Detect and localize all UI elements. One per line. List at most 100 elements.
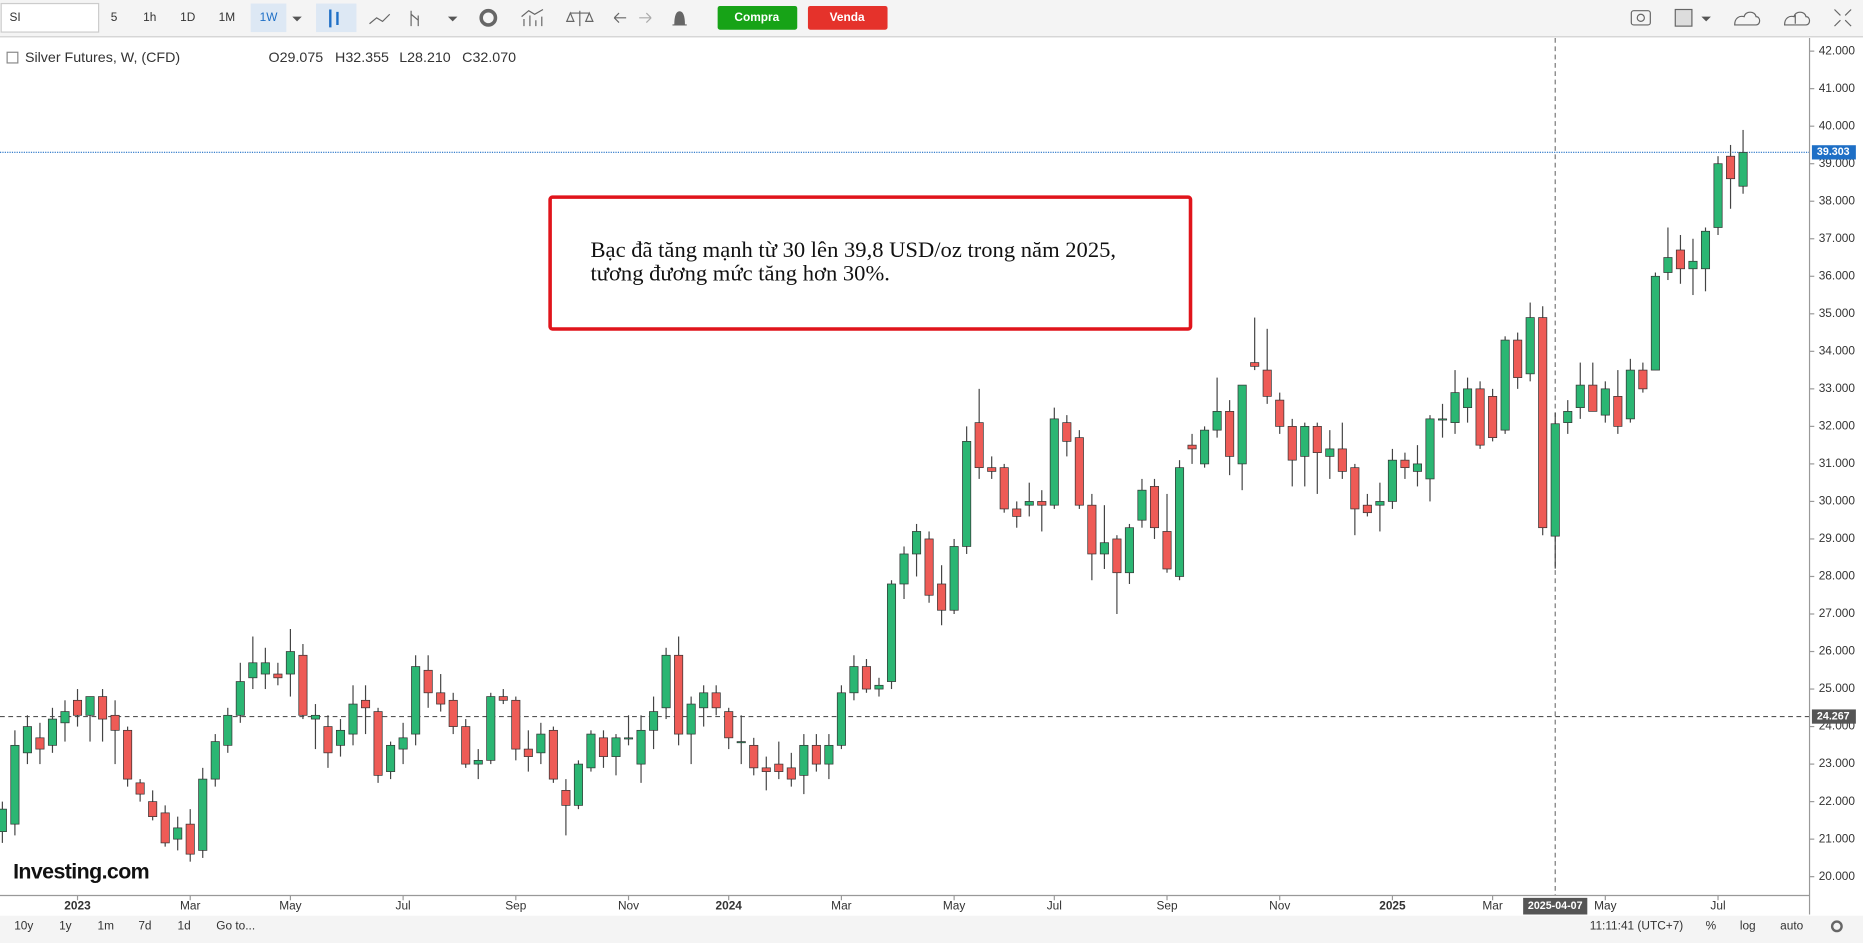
candle-body [974,422,984,469]
candle-body [398,737,408,750]
goto-button[interactable]: Go to... [216,919,255,933]
log-button[interactable]: log [1740,919,1756,933]
candle-body [148,801,158,817]
interval-button[interactable]: 1D [180,10,195,24]
candle-body [423,669,433,694]
range-button[interactable]: 1m [98,919,115,933]
studies-icon[interactable] [521,8,544,27]
fullscreen-icon[interactable] [1834,9,1852,27]
y-tick-label: 20.000 [1819,869,1856,883]
cloud-save-icon[interactable] [1783,11,1811,26]
settings-icon[interactable] [1830,920,1843,933]
candle-body [235,681,245,716]
candle-body [774,763,784,772]
candle-body [573,763,583,806]
candle-body [1463,388,1473,408]
candle-body [361,699,371,709]
y-tick-label: 34.000 [1819,343,1856,357]
sell-button[interactable] [807,5,888,30]
dropdown-icon[interactable] [447,16,458,22]
y-tick-label: 29.000 [1819,531,1856,545]
line-icon[interactable] [369,13,391,25]
candle-body [912,531,922,555]
interval-button[interactable]: 5 [111,10,118,24]
interval-active-bg[interactable] [250,3,287,33]
x-tick-label: Jul [396,898,411,912]
candle-body [1062,422,1072,442]
candle-body [1738,152,1748,187]
candle-body [1500,339,1510,431]
interval-button[interactable]: 1W [260,10,279,24]
candle-body [185,823,195,855]
candle-body [611,737,621,757]
symbol-input[interactable] [0,2,100,33]
candle-body [749,744,759,769]
camera-icon[interactable] [1630,10,1651,26]
candle-body [1625,369,1635,420]
dropdown-icon[interactable] [292,16,302,22]
x-tick-label: 2025 [1379,898,1406,912]
candle-body [98,696,108,720]
candle-body [411,666,421,735]
x-tick-label: Mar [1482,898,1502,912]
settings-icon[interactable] [479,8,498,27]
candle-body [761,767,771,772]
candle-body [1325,448,1335,457]
percent-button[interactable]: % [1706,919,1717,933]
candle-body [273,673,283,679]
candle-body [1112,538,1122,574]
range-button[interactable]: 10y [14,919,33,933]
toolbar-icons [292,3,1852,33]
auto-button[interactable]: auto [1780,919,1803,933]
candle-icon [329,9,339,28]
candle-body [10,744,20,825]
indicator-icon[interactable] [410,10,419,27]
candle-body [1387,459,1397,502]
candle-body [348,703,358,735]
undo-icon[interactable] [613,12,627,23]
interval-button[interactable]: 1h [143,10,156,24]
y-tick-label: 28.000 [1819,569,1856,583]
interval-button[interactable]: 1M [219,10,235,24]
alert-icon[interactable] [672,11,687,26]
candle-body [298,654,308,716]
candle-body [1438,418,1448,421]
collapse-icon[interactable] [6,51,19,64]
candle-body [1275,399,1285,427]
buy-button[interactable] [717,5,798,30]
candle-body [1650,275,1660,371]
color-icon[interactable] [1674,8,1693,27]
candle-body [1550,423,1560,537]
candle-body [861,666,871,690]
candle-body [924,538,934,596]
range-button[interactable]: 1y [59,919,72,933]
x-tick-label: Jul [1710,898,1725,912]
y-tick-label: 31.000 [1819,456,1856,470]
range-button[interactable]: 1d [178,919,191,933]
range-button[interactable]: 7d [138,919,151,933]
candle-body [811,744,821,765]
candle-body [661,654,671,709]
candle-body [35,737,45,750]
candle-body [1663,257,1673,273]
redo-icon[interactable] [639,12,652,23]
candle-body [786,767,796,780]
dropdown-icon[interactable] [1701,16,1711,22]
candle-body [724,711,734,739]
x-tick-label: Mar [831,898,851,912]
annotation-box [548,195,1193,331]
annotation-line: tương đương mức tăng hơn 30%. [591,261,890,286]
cloud-load-icon[interactable] [1734,11,1761,26]
candle-body [1024,501,1034,506]
compare-icon[interactable] [565,10,594,27]
candle-body [1200,429,1210,465]
legend-high: H32.355 [335,50,389,66]
candle-body [223,714,233,746]
candle-body [536,733,546,754]
y-tick-label: 33.000 [1819,381,1856,395]
x-tick-label: Nov [618,898,639,912]
candle-body [1400,459,1410,469]
candle-body [1137,489,1147,521]
candle-body [561,790,571,806]
candle-body [1450,392,1460,423]
